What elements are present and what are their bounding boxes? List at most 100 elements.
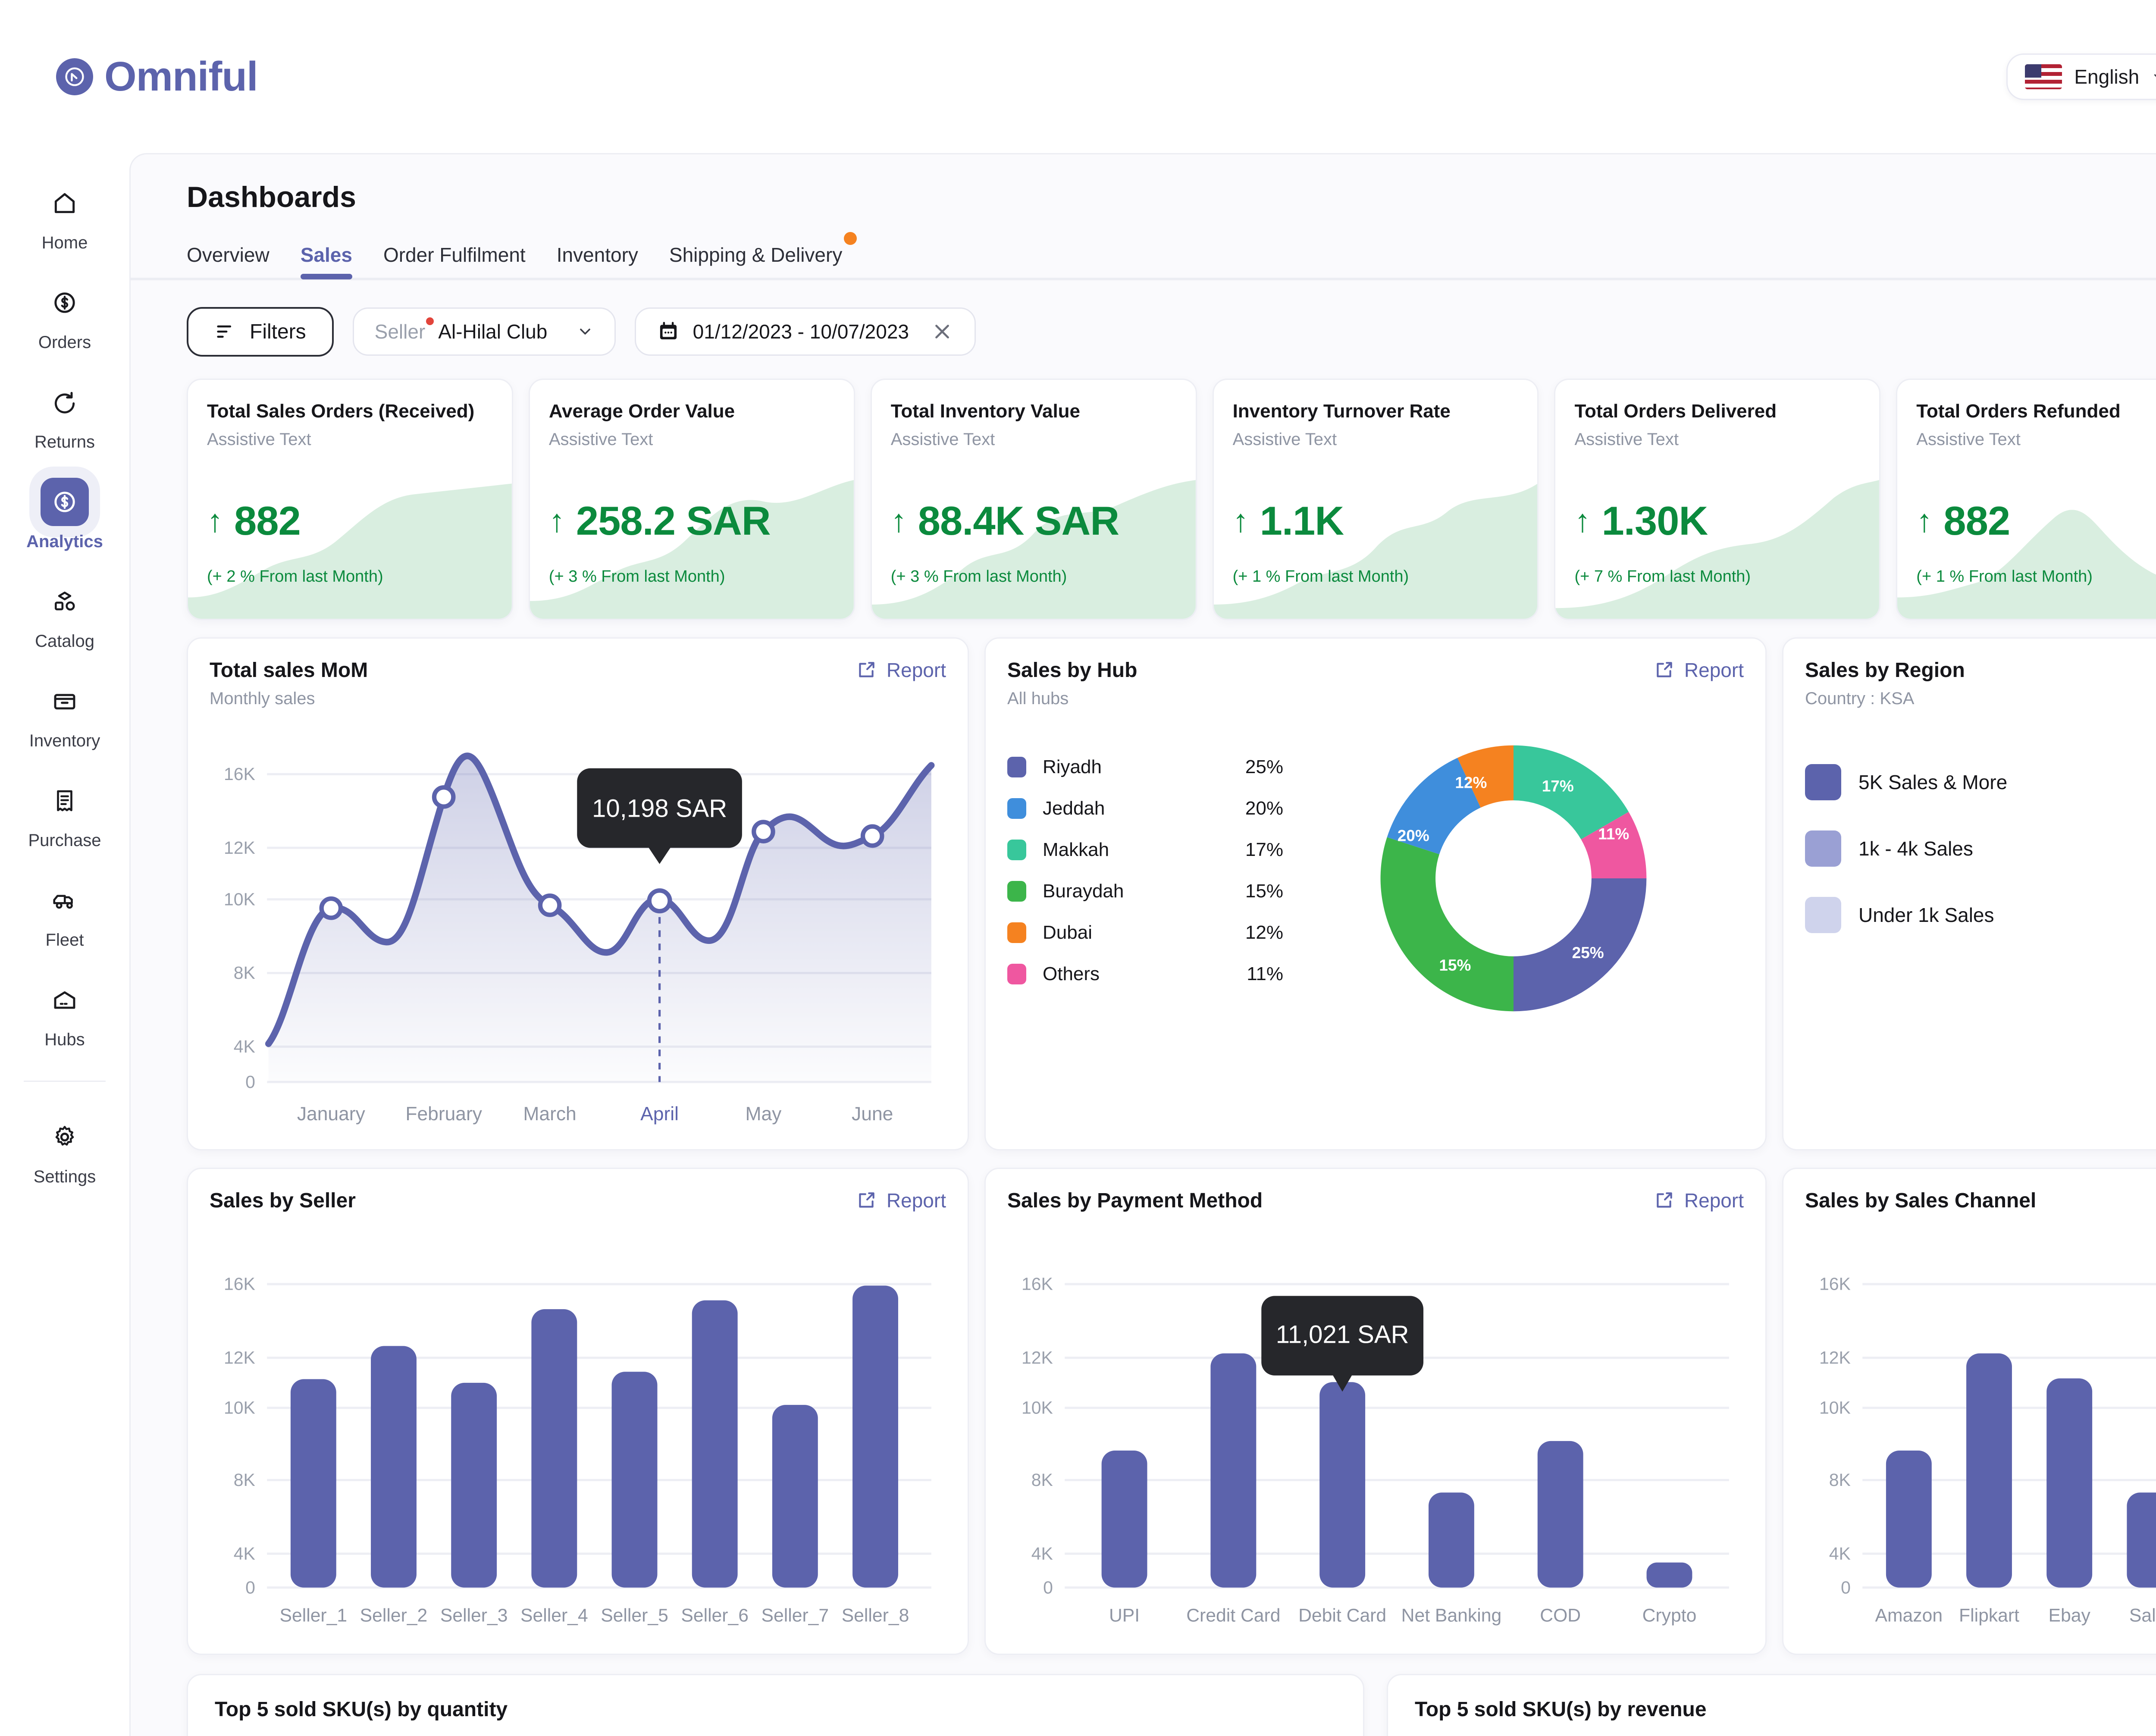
kpi-delta: (+ 1 % From last Month)	[1232, 567, 1409, 586]
svg-text:10K: 10K	[1022, 1398, 1053, 1418]
close-icon[interactable]	[931, 320, 954, 343]
kpi-title: Total Inventory Value	[890, 401, 1081, 422]
sidebar-item-hubs[interactable]: Hubs	[0, 963, 129, 1062]
date-range-picker[interactable]: 01/12/2023 - 10/07/2023	[634, 307, 976, 356]
sidebar-divider	[24, 1081, 106, 1082]
sidebar-item-orders[interactable]: Orders	[0, 266, 129, 365]
kpi-delta: (+ 2 % From last Month)	[207, 567, 383, 586]
trend-arrow-icon: ↑	[1574, 503, 1591, 539]
legend-value: 20%	[1245, 798, 1283, 819]
report-label: Report	[1684, 1189, 1744, 1212]
chevron-down-icon	[2154, 74, 2156, 77]
report-label: Report	[1684, 659, 1744, 681]
svg-text:COD: COD	[1540, 1605, 1581, 1626]
report-link[interactable]: Report	[1653, 1189, 1744, 1212]
legend-item: Riyadh 25%	[1007, 756, 1283, 778]
sidebar-item-catalog[interactable]: Catalog	[0, 564, 129, 664]
legend-swatch	[1007, 840, 1026, 860]
page-title: Dashboards	[187, 181, 356, 213]
sidebar-item-inventory[interactable]: Inventory	[0, 664, 129, 764]
svg-text:4K: 4K	[1829, 1544, 1851, 1564]
svg-text:12K: 12K	[224, 838, 255, 858]
bar-chart-payment: 16K 12K 10K 8K 4K 0	[1007, 1224, 1744, 1636]
report-link[interactable]: Report	[1653, 658, 1744, 682]
svg-text:16K: 16K	[1022, 1274, 1053, 1294]
table-title: Top 5 sold SKU(s) by quantity	[215, 1698, 508, 1721]
card-sales-by-region: Sales by Region Country : KSA Report	[1782, 637, 2156, 1151]
svg-text:12K: 12K	[1819, 1348, 1851, 1368]
tab-overview[interactable]: Overview	[187, 244, 270, 266]
external-link-icon	[859, 1192, 874, 1208]
sidebar-item-label: Hubs	[44, 1030, 85, 1049]
home-icon	[41, 179, 89, 227]
report-label: Report	[886, 659, 946, 681]
svg-text:Net Banking: Net Banking	[1401, 1605, 1502, 1626]
report-link[interactable]: Report	[856, 658, 946, 682]
svg-text:16K: 16K	[224, 764, 255, 784]
kpi-assistive-text: Assistive Text	[1574, 430, 1679, 449]
donut-chart: 25% 15% 20% 12% 17% 11%	[1283, 719, 1744, 1038]
sidebar-item-home[interactable]: Home	[0, 166, 129, 266]
slice-label: 17%	[1542, 777, 1574, 795]
charts-row-2: Sales by Seller Report 16K 12K 10K 8K 4K 0	[187, 1168, 2156, 1655]
kpi-card: Total Orders Refunded Assistive Text ↑ 88…	[1896, 379, 2156, 620]
svg-text:0: 0	[245, 1072, 255, 1092]
bar-chart-tooltip: 11,021 SAR	[1276, 1321, 1409, 1349]
kpi-title: Total Orders Refunded	[1916, 401, 2121, 422]
sparkline	[188, 476, 512, 619]
legend-label: Buraydah	[1043, 881, 1124, 902]
line-chart: 16K 12K 10K 8K 4K 0	[210, 720, 946, 1132]
kpi-value: 1.1K	[1260, 498, 1344, 543]
tab-order-fulfilment[interactable]: Order Fulfilment	[383, 244, 526, 266]
sidebar-item-settings[interactable]: Settings	[0, 1100, 129, 1200]
svg-text:8K: 8K	[234, 963, 255, 983]
app-logo[interactable]: Omniful	[56, 53, 258, 100]
kpi-delta: (+ 1 % From last Month)	[1916, 567, 2093, 586]
sidebar-item-analytics[interactable]: Analytics	[0, 465, 129, 564]
sidebar-item-purchase[interactable]: Purchase	[0, 764, 129, 863]
filter-icon	[217, 325, 232, 338]
sidebar-item-returns[interactable]: Returns	[0, 365, 129, 465]
legend-value: 11%	[1247, 963, 1283, 984]
catalog-icon	[41, 577, 89, 626]
sidebar-item-label: Catalog	[35, 632, 94, 651]
card-sales-by-sales-channel: Sales by Sales Channel Report 16K12K10K …	[1782, 1168, 2156, 1655]
tab-inventory[interactable]: Inventory	[556, 244, 638, 266]
svg-text:March: March	[523, 1103, 576, 1125]
svg-text:8K: 8K	[234, 1470, 255, 1490]
tab-sales[interactable]: Sales	[300, 243, 353, 279]
brand-name: Omniful	[104, 53, 258, 100]
legend-swatch	[1805, 830, 1841, 867]
kpi-assistive-text: Assistive Text	[1232, 430, 1337, 449]
slice-label: 15%	[1439, 956, 1471, 974]
legend-label: Jeddah	[1043, 798, 1105, 819]
sidebar-item-label: Returns	[34, 432, 95, 451]
sidebar-item-label: Settings	[33, 1167, 96, 1186]
card-title: Sales by Seller	[210, 1189, 356, 1213]
kpi-title: Total Sales Orders (Received)	[207, 401, 475, 422]
seller-label: Seller	[374, 320, 426, 343]
card-subtitle: Country : KSA	[1805, 689, 1915, 708]
table-top-skus-by-revenue: Top 5 sold SKU(s) by revenue S. No. SKU …	[1387, 1673, 2156, 1736]
language-selector[interactable]: English	[2006, 53, 2156, 100]
report-link[interactable]: Report	[856, 1189, 946, 1212]
top-bar: Omniful English	[0, 0, 2156, 153]
svg-text:Seller_1: Seller_1	[280, 1605, 348, 1626]
svg-text:0: 0	[245, 1578, 255, 1598]
sidebar-item-fleet[interactable]: Fleet	[0, 863, 129, 963]
seller-select[interactable]: Seller Al-Hilal Club	[352, 307, 616, 356]
legend-value: 25%	[1245, 756, 1283, 777]
filters-button[interactable]: Filters	[187, 307, 334, 357]
svg-text:April: April	[640, 1103, 679, 1125]
svg-text:Seller_6: Seller_6	[681, 1605, 749, 1626]
sidebar: Home Orders Returns Analytics Catalog In…	[0, 153, 129, 1736]
kpi-row: Total Sales Orders (Received) Assistive …	[187, 379, 2156, 620]
table-top-skus-by-quantity: Top 5 sold SKU(s) by quantity S. No. SKU…	[187, 1673, 1364, 1736]
sidebar-item-label: Purchase	[28, 831, 101, 850]
legend-swatch	[1805, 764, 1841, 800]
svg-text:Crypto: Crypto	[1642, 1605, 1697, 1626]
legend-item: Jeddah 20%	[1007, 798, 1283, 819]
svg-text:Debit Card: Debit Card	[1298, 1605, 1386, 1626]
kpi-assistive-text: Assistive Text	[1916, 430, 2021, 449]
tab-shipping-delivery[interactable]: Shipping & Delivery	[669, 232, 857, 278]
